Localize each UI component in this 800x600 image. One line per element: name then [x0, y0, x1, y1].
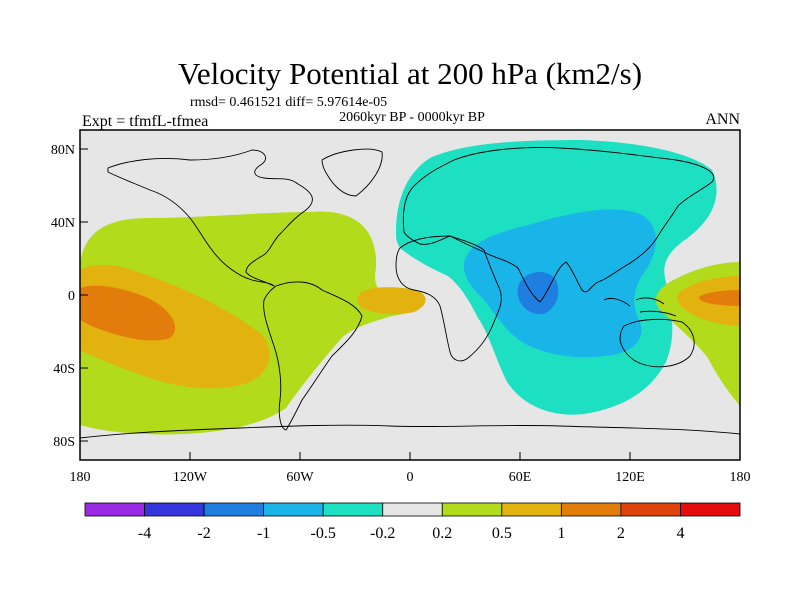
colorbar-label: -0.2 [370, 525, 395, 542]
colorbar-label: 4 [676, 525, 684, 542]
coast-north-america [107, 149, 313, 287]
colorbar-swatch [84, 502, 145, 517]
coastlines [80, 147, 740, 439]
colorbar-label: 1 [557, 525, 565, 542]
y-tick-label: 0 [68, 289, 75, 304]
colorbar-label: -2 [197, 525, 210, 542]
x-tick-label: 180 [730, 470, 751, 485]
stats-line: rmsd= 0.461521 diff= 5.97614e-05 [190, 95, 387, 110]
x-tick-label: 60W [286, 470, 314, 485]
coast-australia [619, 318, 695, 368]
field-positive-1-pacific [80, 285, 176, 341]
colorbar-swatch [680, 502, 741, 517]
colorbar-label: 0.2 [432, 525, 452, 542]
colorbar-swatch [322, 502, 384, 517]
x-tick-label: 120E [615, 470, 645, 485]
axis-ticks [79, 148, 741, 460]
colorbar-label: 0.5 [492, 525, 512, 542]
colorbar-swatch [501, 502, 562, 517]
map-panel: 180 120W 60W 0 60E 120E 180 80N 40N 0 40… [51, 129, 751, 485]
field-positive-1-west-pacific [699, 290, 740, 306]
colorbar-swatch [263, 502, 324, 517]
field-negative-1-indian [517, 271, 559, 315]
coast-greenland [321, 148, 383, 197]
colorbar-label: -4 [138, 525, 151, 542]
field-positive-0.5-atlantic [357, 287, 426, 315]
colorbar-swatch [441, 502, 503, 517]
coast-eurasia [402, 147, 715, 303]
y-tick-label: 80S [53, 435, 75, 450]
y-tick-label: 80N [51, 143, 75, 158]
coast-africa [395, 235, 502, 362]
x-tick-label: 180 [70, 470, 91, 485]
period-label: 2060kyr BP - 0000kyr BP [339, 110, 485, 125]
y-tick-label: 40N [51, 216, 75, 231]
season-label: ANN [705, 111, 740, 128]
contour-fields [80, 140, 740, 435]
coast-south-america [263, 281, 363, 431]
colorbar-swatch [382, 502, 443, 517]
coast-antarctica [80, 424, 740, 439]
colorbar-swatch [203, 502, 265, 517]
experiment-label: Expt = tfmfL-tfmea [82, 113, 208, 130]
chart-title: Velocity Potential at 200 hPa (km2/s) [178, 56, 642, 91]
coast-indonesia [603, 297, 677, 317]
y-tick-labels: 80N 40N 0 40S 80S [51, 143, 75, 450]
colorbar-swatch [620, 502, 681, 517]
colorbar: -4 -2 -1 -0.5 -0.2 0.2 0.5 1 2 4 [84, 502, 741, 542]
y-tick-label: 40S [53, 362, 75, 377]
x-tick-label: 120W [173, 470, 208, 485]
x-tick-labels: 180 120W 60W 0 60E 120E 180 [70, 470, 751, 485]
colorbar-label: -1 [257, 525, 270, 542]
colorbar-label: 2 [617, 525, 625, 542]
colorbar-label: -0.5 [311, 525, 336, 542]
field-negative-0.5-indian [463, 209, 656, 358]
x-tick-label: 60E [509, 470, 532, 485]
x-tick-label: 0 [407, 470, 414, 485]
colorbar-swatch [144, 502, 205, 517]
colorbar-swatch [560, 502, 622, 517]
